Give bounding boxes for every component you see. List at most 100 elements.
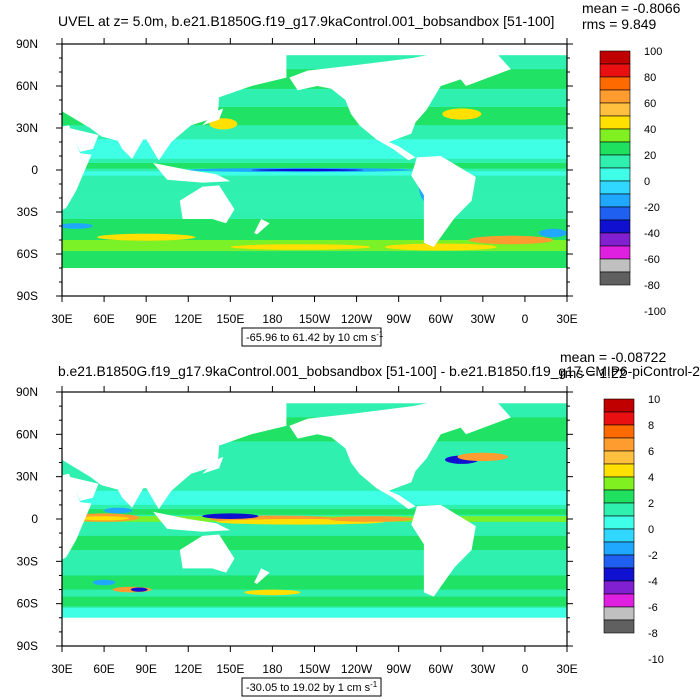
colorbar-swatch [603,411,635,426]
y-tick-label: 90N [16,385,38,399]
ocean-band [62,596,567,607]
ocean-band [62,490,567,505]
current-feature [251,168,364,172]
range-note-1: -65.96 to 61.42 by 10 cm s-1 [246,330,384,344]
current-feature [230,244,371,250]
current-feature [78,516,130,521]
land-africa [62,125,92,211]
colorbar-label: -4 [648,576,658,588]
x-tick-label: 60W [428,662,453,676]
ocean-band [62,535,567,551]
ocean-band [62,509,567,515]
land-india [115,136,144,159]
y-tick-label: 60N [16,79,38,93]
x-tick-label: 0 [522,312,529,326]
y-ticks-2: 90N 60N 30N 0 30S 60S 90S [16,385,573,653]
mean-stat-2: mean = -0.08722 [560,349,666,365]
colorbar-swatch [603,554,635,569]
y-tick-label: 60S [17,597,38,611]
ocean-band [62,163,567,169]
x-tick-label: 30W [470,312,495,326]
colorbar-label: -40 [644,228,660,240]
colorbar-label: -6 [648,602,658,614]
rms-stat-2: rms = 1.22 [560,365,627,381]
colorbar-label: 6 [648,446,654,458]
colorbar-swatch [603,606,635,621]
colorbar-swatch [603,619,635,634]
colorbar-swatch [603,593,635,608]
ocean-band [62,171,567,176]
range-box-frame-2 [241,677,382,697]
colorbar-swatch [599,258,631,273]
land-japan [202,108,224,126]
panel-2: 30E 60E 90E 120E 150E 180 150W 120W 90W 60W 30W 0 30… [16,349,700,697]
x-tick-label: 90E [135,312,156,326]
land-new-zealand [254,568,270,584]
colorbar-label: 100 [644,46,662,58]
chart-title-1: UVEL at z= 5.0m, b.e21.B1850G.f19_g17.9k… [58,13,554,29]
colorbar-swatch [603,580,635,595]
x-tick-label: 30E [51,662,72,676]
current-feature [539,228,567,238]
colorbar-swatch [599,167,631,182]
colorbar-label: 10 [648,394,660,406]
colorbar-label: 80 [644,72,656,84]
colorbar-swatch [603,450,635,465]
x-tick-label: 0 [522,662,529,676]
colorbar-label: 0 [644,176,650,188]
colorbar-2: 10 8 6 4 2 0 -2 -4 -6 -8 -10 [603,394,664,666]
current-feature [442,108,482,120]
x-ticks-1: 30E 60E 90E 120E 150E 180 150W 120W 90W 60W 30W 0 30… [51,38,578,326]
mean-stat-1: mean = -0.8066 [582,0,681,16]
land-greenland [440,53,511,86]
x-tick-label: 90W [386,312,411,326]
y-tick-label: 30S [17,554,38,568]
map-field-1 [62,44,567,296]
colorbar-label: 0 [648,524,654,536]
current-feature [97,233,196,241]
colorbar-label: -20 [644,202,660,214]
chart-title-2: b.e21.B1850G.f19_g17.9kaControl.001_bobs… [58,364,700,379]
x-ticks-2: 30E 60E 90E 120E 150E 180 150W 120W 90W 60W 30W 0 30… [51,386,578,676]
land-mask-1 [62,44,567,296]
colorbar-label: -2 [648,550,658,562]
land-eurasia-north [62,392,287,510]
x-tick-label: 30W [470,662,495,676]
current-feature [244,589,301,596]
x-tick-label: 60E [93,312,114,326]
colorbar-swatch [599,76,631,91]
colorbar-swatch [603,541,635,556]
colorbar-swatch [603,515,635,530]
colorbar-swatch [603,437,635,452]
x-tick-label: 60W [428,312,453,326]
colorbar-label: 20 [644,150,656,162]
x-tick-label: 120E [174,662,202,676]
land-eurasia-north [62,44,287,161]
y-tick-label: 30N [16,470,38,484]
y-tick-label: 90N [16,37,38,51]
colorbar-swatch [599,128,631,143]
ocean-band [62,607,567,618]
current-feature [92,579,116,586]
land-arabia [69,128,99,152]
colorbar-swatch [599,245,631,260]
x-tick-label: 150E [216,312,244,326]
y-tick-label: 60S [17,247,38,261]
y-tick-label: 30S [17,205,38,219]
colorbar-swatch [599,180,631,195]
x-tick-label: 180 [262,662,282,676]
range-box-2: -30.05 to 19.02 by 1 cm s-1 [241,677,382,697]
ocean-band [62,191,567,212]
x-tick-label: 60E [93,662,114,676]
colorbar-swatch [599,219,631,234]
colorbar-label: 8 [648,420,654,432]
land-japan [202,456,224,474]
land-australia [179,185,235,224]
colorbar-swatch [603,424,635,439]
colorbar-swatch [599,50,631,65]
current-feature [104,507,133,514]
colorbar-swatch [599,154,631,169]
colorbar-swatch [599,102,631,117]
colorbar-swatch [599,141,631,156]
